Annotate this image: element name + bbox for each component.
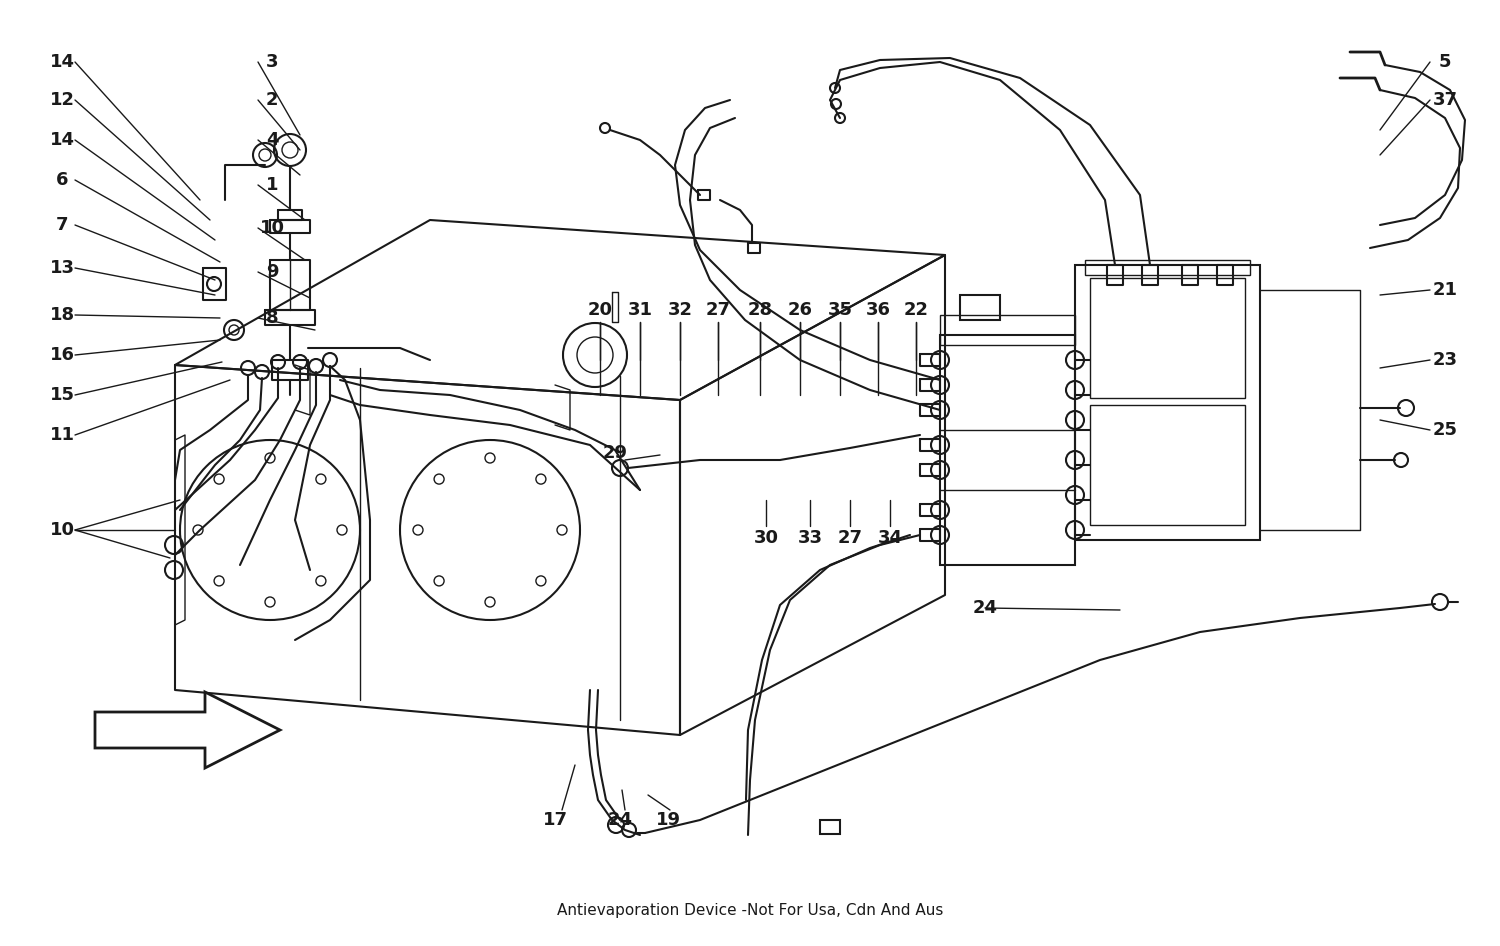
Text: 7: 7 <box>56 216 69 234</box>
Text: 12: 12 <box>50 91 75 109</box>
Text: 1: 1 <box>266 176 279 194</box>
Text: 24: 24 <box>972 599 998 617</box>
Bar <box>1084 260 1250 275</box>
Text: 5: 5 <box>1438 53 1450 71</box>
Text: 19: 19 <box>656 811 681 829</box>
Text: 10: 10 <box>50 521 75 539</box>
Text: Antievaporation Device -Not For Usa, Cdn And Aus: Antievaporation Device -Not For Usa, Cdn… <box>556 902 944 918</box>
Text: 23: 23 <box>1432 351 1458 369</box>
Bar <box>940 315 1076 345</box>
Text: 4: 4 <box>266 131 279 149</box>
Text: 20: 20 <box>588 301 612 319</box>
Text: 8: 8 <box>266 309 279 327</box>
Text: 3: 3 <box>266 53 279 71</box>
Text: 35: 35 <box>828 301 852 319</box>
Text: 14: 14 <box>50 131 75 149</box>
Text: 34: 34 <box>878 529 903 547</box>
Text: 16: 16 <box>50 346 75 364</box>
Bar <box>821 820 840 834</box>
Text: 2: 2 <box>266 91 279 109</box>
Bar <box>940 335 1076 565</box>
Text: 32: 32 <box>668 301 693 319</box>
Bar <box>960 295 1000 320</box>
Text: 11: 11 <box>50 426 75 444</box>
Text: 33: 33 <box>798 529 822 547</box>
Text: 37: 37 <box>1432 91 1458 109</box>
Text: 27: 27 <box>705 301 730 319</box>
Text: 31: 31 <box>627 301 652 319</box>
Text: 17: 17 <box>543 811 567 829</box>
Bar <box>1076 265 1260 540</box>
Text: 26: 26 <box>788 301 813 319</box>
Text: 22: 22 <box>903 301 928 319</box>
Text: 29: 29 <box>603 444 627 462</box>
Text: 14: 14 <box>50 53 75 71</box>
Text: 25: 25 <box>1432 421 1458 439</box>
Text: 24: 24 <box>608 811 633 829</box>
Text: 10: 10 <box>260 219 285 237</box>
Text: 6: 6 <box>56 171 69 189</box>
Text: 30: 30 <box>753 529 778 547</box>
Text: 9: 9 <box>266 263 279 281</box>
Text: 18: 18 <box>50 306 75 324</box>
Text: 36: 36 <box>865 301 891 319</box>
Bar <box>1090 278 1245 398</box>
Polygon shape <box>94 692 280 768</box>
Bar <box>1090 405 1245 525</box>
Text: 13: 13 <box>50 259 75 277</box>
Text: 27: 27 <box>837 529 862 547</box>
Text: 28: 28 <box>747 301 772 319</box>
Text: 21: 21 <box>1432 281 1458 299</box>
Text: 15: 15 <box>50 386 75 404</box>
